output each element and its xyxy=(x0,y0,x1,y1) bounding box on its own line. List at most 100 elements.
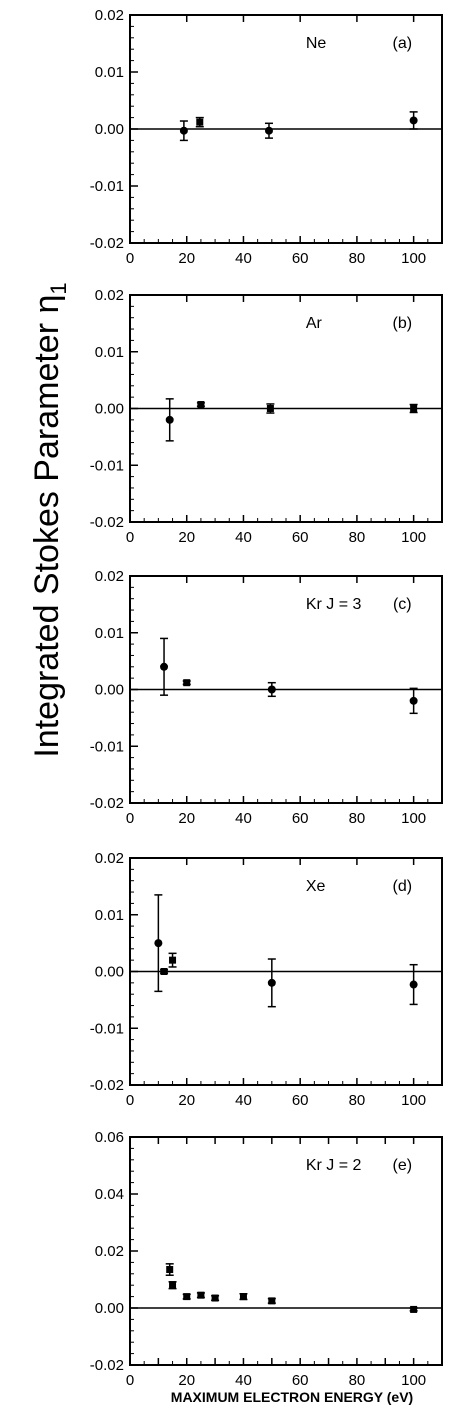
data-point-circle xyxy=(267,978,276,987)
x-tick-label: 20 xyxy=(178,1092,195,1109)
data-point-square xyxy=(268,1297,276,1305)
panel-label: Ar xyxy=(306,315,323,332)
x-tick-label: 60 xyxy=(292,1092,309,1109)
data-point-circle xyxy=(409,980,418,989)
data-point-square xyxy=(160,968,168,975)
y-tick-label: 0.00 xyxy=(95,1300,124,1317)
x-tick-label: 60 xyxy=(292,1372,309,1389)
x-tick-label: 100 xyxy=(401,810,426,827)
y-tick-label: -0.02 xyxy=(90,795,124,812)
data-point-square xyxy=(410,1305,418,1313)
panel-tag: (a) xyxy=(393,35,413,52)
panel-tag: (d) xyxy=(393,878,413,895)
x-tick-label: 0 xyxy=(126,1092,134,1109)
x-tick-label: 20 xyxy=(178,529,195,546)
data-point-square xyxy=(169,1281,177,1289)
data-point-square xyxy=(183,1293,191,1301)
panel-label: Xe xyxy=(306,878,326,895)
panel-tag: (e) xyxy=(393,1157,413,1174)
data-point-circle xyxy=(160,662,169,671)
x-axis-label: MAXIMUM ELECTRON ENERGY (eV) xyxy=(171,1389,413,1405)
data-point-square xyxy=(197,1291,205,1299)
panel-b: 0 20 40 60 80 100 -0.02 -0.01 0.00 0.01 0.02 Ar (b) xyxy=(90,287,443,546)
y-tick-label: 0.00 xyxy=(95,401,124,418)
data-point-square xyxy=(266,405,274,412)
y-tick-label: 0.01 xyxy=(95,64,124,81)
data-point-square xyxy=(196,118,204,126)
y-tick-label: 0.01 xyxy=(95,344,124,361)
x-tick-label: 60 xyxy=(292,250,309,267)
data-point-circle xyxy=(409,116,418,125)
x-tick-label: 100 xyxy=(401,1372,426,1389)
y-tick-label: 0.06 xyxy=(95,1129,124,1146)
y-tick-label: 0.02 xyxy=(95,568,124,585)
x-tick-label: 40 xyxy=(235,810,252,827)
data-point-circle xyxy=(267,685,276,694)
x-tick-label: 80 xyxy=(349,250,366,267)
data-point-circle xyxy=(409,696,418,705)
y-tick-label: 0.00 xyxy=(95,682,124,699)
y-tick-label: -0.02 xyxy=(90,1357,124,1374)
panel-label: Kr J = 3 xyxy=(306,596,362,613)
x-tick-label: 20 xyxy=(178,1372,195,1389)
x-tick-label: 0 xyxy=(126,1372,134,1389)
x-tick-label: 60 xyxy=(292,810,309,827)
y-axis-label: Integrated Stokes Parameter η1 xyxy=(28,282,71,757)
panel-tag: (c) xyxy=(393,596,412,613)
y-axis-label-subscript: 1 xyxy=(46,282,71,294)
y-tick-label: 0.01 xyxy=(95,625,124,642)
x-tick-label: 100 xyxy=(401,529,426,546)
data-point-square xyxy=(410,405,418,412)
data-point-circle xyxy=(165,415,174,424)
x-tick-label: 40 xyxy=(235,1372,252,1389)
data-point-circle xyxy=(179,126,188,135)
data-point-square xyxy=(169,956,177,964)
panel-tag: (b) xyxy=(393,315,413,332)
y-tick-label: -0.02 xyxy=(90,235,124,252)
y-tick-label: -0.01 xyxy=(90,178,124,195)
y-tick-label: -0.01 xyxy=(90,738,124,755)
y-tick-label: 0.02 xyxy=(95,850,124,867)
x-tick-label: 80 xyxy=(349,529,366,546)
data-point-square xyxy=(183,679,191,687)
x-tick-label: 100 xyxy=(401,250,426,267)
y-tick-label: -0.01 xyxy=(90,457,124,474)
x-tick-label: 40 xyxy=(235,250,252,267)
panel-label: Kr J = 2 xyxy=(306,1157,362,1174)
y-tick-label: 0.02 xyxy=(95,7,124,24)
data-point-square xyxy=(197,401,205,409)
x-tick-label: 0 xyxy=(126,250,134,267)
y-tick-label: -0.02 xyxy=(90,514,124,531)
y-tick-label: -0.02 xyxy=(90,1077,124,1094)
y-tick-label: 0.02 xyxy=(95,1243,124,1260)
panel-a: 0 20 40 60 80 100 -0.02 -0.01 0.00 0.01 0.02 Ne (a) xyxy=(90,7,443,267)
x-tick-label: 80 xyxy=(349,810,366,827)
x-tick-label: 40 xyxy=(235,529,252,546)
panel-e: 0 20 40 60 80 100 -0.02 0.00 0.02 0.04 0.06 Kr J = … xyxy=(90,1129,443,1389)
y-tick-label: 0.00 xyxy=(95,121,124,138)
x-tick-label: 60 xyxy=(292,529,309,546)
y-tick-label: 0.00 xyxy=(95,964,124,981)
panel-c: 0 20 40 60 80 100 -0.02 -0.01 0.00 0.01 0.02 Kr J =… xyxy=(90,568,443,827)
panel-d: 0 20 40 60 80 100 -0.02 -0.01 0.00 0.01 0.02 Xe (d) xyxy=(90,850,443,1109)
x-tick-label: 100 xyxy=(401,1092,426,1109)
x-tick-label: 80 xyxy=(349,1092,366,1109)
x-tick-label: 20 xyxy=(178,810,195,827)
y-tick-label: 0.02 xyxy=(95,287,124,304)
x-tick-label: 0 xyxy=(126,529,134,546)
data-point-circle xyxy=(154,939,163,948)
y-tick-label: 0.01 xyxy=(95,907,124,924)
panel-label: Ne xyxy=(306,35,327,52)
x-tick-label: 40 xyxy=(235,1092,252,1109)
data-point-square xyxy=(239,1293,247,1301)
data-point-square xyxy=(166,1266,174,1274)
x-tick-label: 80 xyxy=(349,1372,366,1389)
data-point-circle xyxy=(264,126,273,135)
data-point-square xyxy=(211,1294,219,1302)
y-tick-label: -0.01 xyxy=(90,1020,124,1037)
x-tick-label: 20 xyxy=(178,250,195,267)
y-tick-label: 0.04 xyxy=(95,1186,124,1203)
x-tick-label: 0 xyxy=(126,810,134,827)
